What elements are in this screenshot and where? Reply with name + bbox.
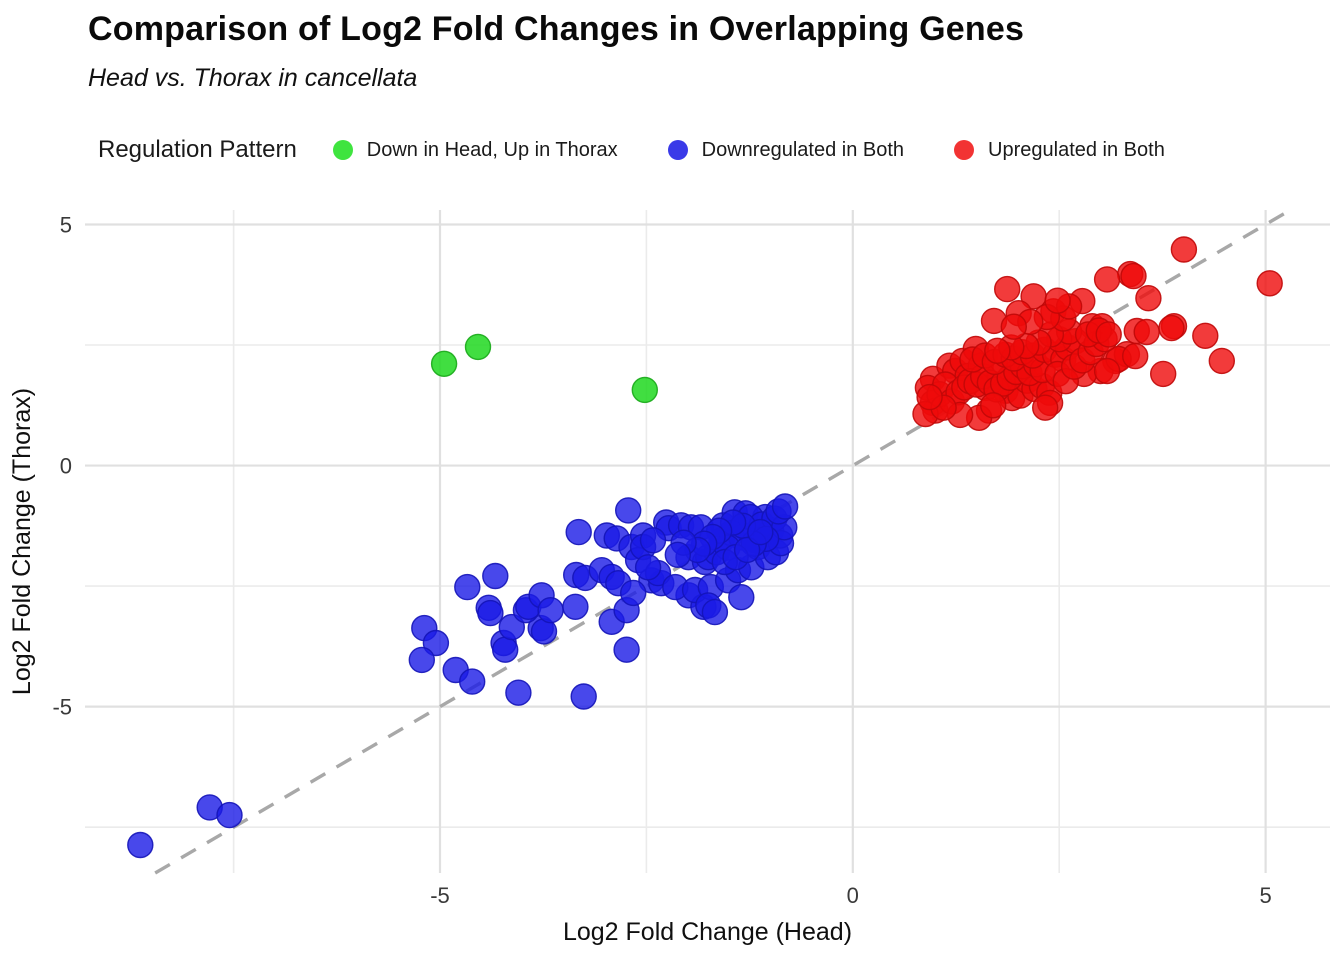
data-point <box>980 392 1007 419</box>
x-axis-title: Log2 Fold Change (Head) <box>563 918 852 946</box>
legend-item-label: Down in Head, Up in Thorax <box>366 138 618 161</box>
data-point <box>562 593 589 620</box>
data-point <box>994 275 1021 303</box>
data-point <box>477 599 504 627</box>
data-point <box>639 527 667 554</box>
data-point <box>1093 266 1121 293</box>
data-point <box>733 536 761 564</box>
data-point <box>1192 322 1219 349</box>
x-tick-label: 0 <box>847 883 859 908</box>
legend-item-label: Upregulated in Both <box>988 138 1165 161</box>
data-point <box>771 493 799 520</box>
data-point <box>127 831 154 859</box>
x-tick-label: -5 <box>430 883 450 908</box>
data-point <box>498 613 525 641</box>
data-point <box>454 573 481 601</box>
data-point <box>570 683 597 710</box>
legend-item-label: Downregulated in Both <box>701 138 905 161</box>
data-point <box>459 668 486 695</box>
data-point <box>408 646 435 674</box>
y-tick-label: 5 <box>60 212 72 237</box>
data-point <box>1170 236 1198 263</box>
data-point <box>1256 270 1283 297</box>
chart-title: Comparison of Log2 Fold Changes in Overl… <box>88 10 1025 48</box>
data-point <box>1133 318 1160 346</box>
x-tick-label: 5 <box>1259 883 1271 908</box>
legend-item-2: Upregulated in Both <box>954 139 1165 162</box>
legend-title: Regulation Pattern <box>98 136 297 163</box>
data-point <box>1095 321 1122 348</box>
y-axis-title: Log2 Fold Change (Thorax) <box>8 388 36 695</box>
data-point <box>1031 394 1059 421</box>
data-point <box>505 679 532 706</box>
data-point <box>1093 357 1121 385</box>
chart-subtitle: Head vs. Thorax in cancellata <box>88 64 418 92</box>
legend-dot-icon <box>954 140 975 160</box>
data-point <box>664 541 691 568</box>
data-point <box>1149 360 1177 388</box>
data-point <box>634 554 662 581</box>
data-point <box>984 337 1011 364</box>
y-tick-label: 0 <box>60 454 72 479</box>
data-point <box>430 350 458 377</box>
data-point <box>1121 342 1149 370</box>
data-point <box>482 562 509 590</box>
data-point <box>747 518 774 546</box>
data-point <box>565 518 592 546</box>
data-point <box>492 636 519 663</box>
y-tick-label: -5 <box>52 695 72 720</box>
data-point <box>1158 314 1185 342</box>
data-point <box>631 376 658 404</box>
data-point <box>537 597 564 624</box>
data-point <box>1208 347 1236 375</box>
legend-item-1: Downregulated in Both <box>667 138 905 162</box>
data-point <box>464 333 492 361</box>
data-point <box>701 598 729 626</box>
data-point <box>1135 285 1162 312</box>
data-point <box>216 801 243 829</box>
data-point <box>1120 262 1147 290</box>
legend: Regulation Pattern Down in Head, Up in T… <box>98 136 1215 164</box>
data-point <box>422 629 450 657</box>
data-point <box>1044 287 1071 314</box>
data-point <box>613 636 640 663</box>
data-point <box>620 579 647 607</box>
legend-dot-icon <box>332 140 353 160</box>
data-point <box>728 584 755 611</box>
data-point <box>1000 313 1027 340</box>
legend-dot-icon <box>667 140 688 160</box>
data-point <box>615 497 642 524</box>
data-point <box>916 383 943 411</box>
legend-item-0: Down in Head, Up in Thorax <box>332 138 618 162</box>
